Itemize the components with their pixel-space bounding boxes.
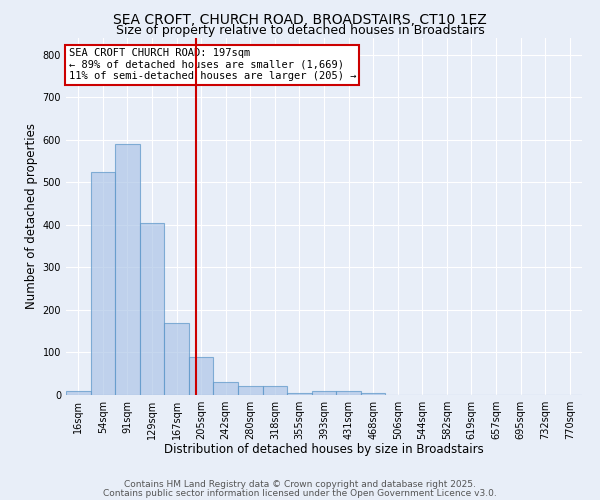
Bar xyxy=(336,390,361,395)
Bar xyxy=(238,386,263,395)
Bar xyxy=(91,172,115,395)
X-axis label: Distribution of detached houses by size in Broadstairs: Distribution of detached houses by size … xyxy=(164,444,484,456)
Bar xyxy=(214,382,238,395)
Text: Size of property relative to detached houses in Broadstairs: Size of property relative to detached ho… xyxy=(116,24,484,37)
Bar xyxy=(115,144,140,395)
Text: SEA CROFT, CHURCH ROAD, BROADSTAIRS, CT10 1EZ: SEA CROFT, CHURCH ROAD, BROADSTAIRS, CT1… xyxy=(113,12,487,26)
Bar xyxy=(287,393,312,395)
Bar xyxy=(189,356,214,395)
Text: SEA CROFT CHURCH ROAD: 197sqm
← 89% of detached houses are smaller (1,669)
11% o: SEA CROFT CHURCH ROAD: 197sqm ← 89% of d… xyxy=(68,48,356,82)
Bar xyxy=(361,393,385,395)
Bar xyxy=(164,322,189,395)
Bar xyxy=(263,386,287,395)
Bar xyxy=(312,390,336,395)
Bar xyxy=(140,222,164,395)
Text: Contains HM Land Registry data © Crown copyright and database right 2025.: Contains HM Land Registry data © Crown c… xyxy=(124,480,476,489)
Text: Contains public sector information licensed under the Open Government Licence v3: Contains public sector information licen… xyxy=(103,488,497,498)
Bar xyxy=(66,390,91,395)
Y-axis label: Number of detached properties: Number of detached properties xyxy=(25,123,38,309)
